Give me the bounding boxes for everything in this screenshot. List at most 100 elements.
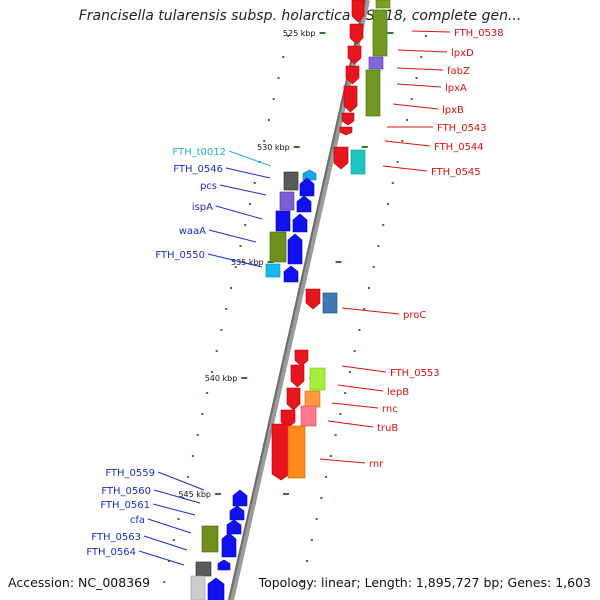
guide-dot xyxy=(329,455,332,457)
gene-label-left: waaA xyxy=(179,226,206,237)
gene-arrow-blue xyxy=(283,265,299,283)
gene-label-right: fabZ xyxy=(447,66,470,77)
leader-line xyxy=(153,489,201,504)
gene-arrow-red xyxy=(347,45,362,65)
leader-line xyxy=(341,307,400,315)
gene-block-lime xyxy=(309,367,326,391)
gene-label-right: truB xyxy=(377,423,398,434)
gene-label-right: lpxB xyxy=(442,105,464,116)
gene-arrow-red xyxy=(294,349,309,367)
gene-block-cyan xyxy=(265,263,281,278)
gene-block-gray xyxy=(283,171,299,191)
leader-line xyxy=(228,150,272,167)
gene-block-olive xyxy=(372,9,388,57)
gene-arrow-red xyxy=(351,0,365,23)
gene-label-right: lpxA xyxy=(445,83,467,94)
leader-line xyxy=(341,365,387,373)
leader-line xyxy=(331,402,379,409)
guide-dot xyxy=(363,308,366,310)
leader-line xyxy=(215,205,263,220)
guide-dot xyxy=(248,203,251,205)
guide-dot xyxy=(239,245,242,247)
gene-label-right: FTH_0543 xyxy=(437,123,487,134)
gene-label-right: rnr xyxy=(369,459,384,470)
gene-block-orange xyxy=(287,425,306,479)
gene-arrow-red xyxy=(339,126,353,136)
gene-arrow-red xyxy=(341,112,355,126)
leader-line xyxy=(152,503,196,516)
leader-line xyxy=(396,83,442,88)
gene-arrow-blue xyxy=(207,577,225,600)
guide-dot xyxy=(210,371,213,373)
guide-dot xyxy=(287,35,290,37)
leader-line xyxy=(411,30,451,33)
gene-arrow-blue xyxy=(217,559,231,571)
guide-dot xyxy=(382,224,385,226)
gene-arrow-blue xyxy=(226,519,242,535)
guide-dot xyxy=(234,266,237,268)
guide-dot xyxy=(353,350,356,352)
leader-line xyxy=(396,67,444,71)
gene-label-left: FTH_0550 xyxy=(155,250,205,261)
gene-label-left: ispA xyxy=(192,202,213,213)
guide-dot xyxy=(401,140,404,142)
genome-summary: Topology: linear; Length: 1,895,727 bp; … xyxy=(258,575,591,590)
guide-dot xyxy=(325,476,328,478)
tick-label: 545 kbp xyxy=(178,490,211,499)
gene-label-left: FTH_0560 xyxy=(101,486,151,497)
guide-dot xyxy=(268,119,271,121)
gene-arrow-red xyxy=(286,387,301,411)
gene-arrow-blue xyxy=(232,489,248,507)
gene-arrow-blue xyxy=(296,195,312,213)
tick-label: 540 kbp xyxy=(205,374,238,383)
gene-arrow-blue xyxy=(299,177,315,197)
guide-dot xyxy=(220,329,223,331)
guide-dot xyxy=(344,392,347,394)
guide-dot xyxy=(334,434,337,436)
guide-dot xyxy=(277,77,280,79)
gene-arrow-red xyxy=(305,288,321,310)
guide-dot xyxy=(229,287,232,289)
guide-dot xyxy=(429,14,432,16)
guide-dot xyxy=(377,245,380,247)
guide-dot xyxy=(301,581,304,583)
guide-dot xyxy=(187,476,190,478)
gene-block-olive xyxy=(269,231,287,263)
guide-dot xyxy=(415,77,418,79)
gene-label-right: FTH_0544 xyxy=(434,142,484,153)
gene-label-right: FTH_0545 xyxy=(431,167,481,178)
leader-line xyxy=(147,518,192,534)
guide-dot xyxy=(367,287,370,289)
guide-dot xyxy=(206,392,209,394)
gene-arrow-blue xyxy=(229,505,245,521)
leader-line xyxy=(225,167,271,179)
gene-arrow-red xyxy=(345,65,360,85)
gene-arrow-red xyxy=(271,423,291,481)
gene-label-right: rnc xyxy=(382,404,398,415)
gene-label-left: pcs xyxy=(200,181,217,192)
gene-arrow-red xyxy=(333,146,349,170)
guide-dot xyxy=(320,497,323,499)
gene-label-left: FTH_0546 xyxy=(173,164,223,175)
gene-label-left: cfa xyxy=(130,515,145,526)
tick-label: 525 kbp xyxy=(283,29,316,38)
gene-label-right: lepB xyxy=(387,387,409,398)
leader-line xyxy=(397,49,448,53)
gene-label-right: FTH_0553 xyxy=(390,368,440,379)
guide-dot xyxy=(225,308,228,310)
gene-block-purple xyxy=(279,191,295,211)
guide-dot xyxy=(425,35,428,37)
gene-arrow-red xyxy=(343,85,358,113)
leader-line xyxy=(382,165,428,172)
gene-block-blue xyxy=(275,210,291,232)
guide-dot xyxy=(386,203,389,205)
leader-line xyxy=(207,253,263,268)
guide-dot xyxy=(406,119,409,121)
leader-line xyxy=(327,420,374,428)
guide-dot xyxy=(358,329,361,331)
leader-line xyxy=(138,550,185,566)
gene-block-lightgray xyxy=(190,575,206,600)
guide-dot xyxy=(306,560,309,562)
guide-dot xyxy=(272,98,275,100)
guide-dot xyxy=(163,581,166,583)
